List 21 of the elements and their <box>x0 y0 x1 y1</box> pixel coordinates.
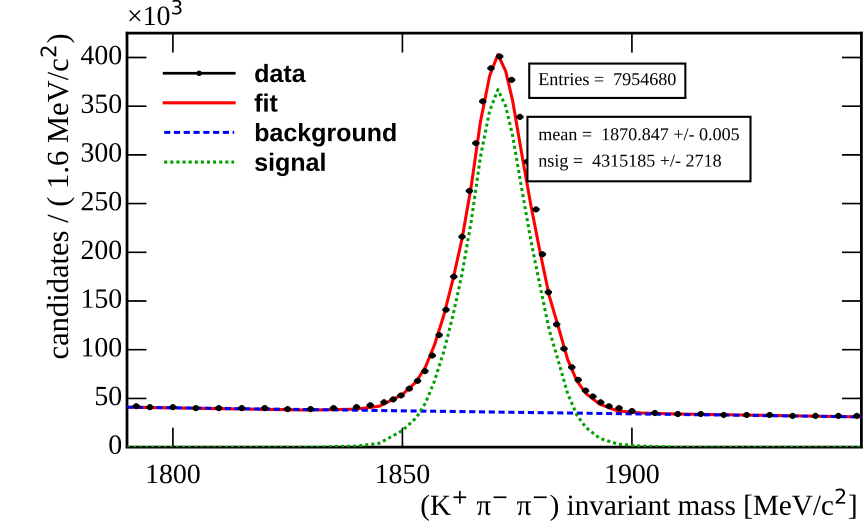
y-tick-label: 50 <box>96 386 122 406</box>
y-tick-label: 400 <box>81 46 122 64</box>
y-tick-label: 300 <box>82 143 122 162</box>
y-axis-title: candidates / ( 1.6 MeV/c$^{2}$) <box>40 34 74 358</box>
x-tick-label: 1850 <box>377 464 430 484</box>
legend-label: background <box>256 123 396 146</box>
y-tick-label: 100 <box>82 338 122 357</box>
legend-label: fit <box>254 93 278 112</box>
y-tick-label: 150 <box>82 289 122 308</box>
legend-label: signal <box>255 152 325 176</box>
y-tick-label: 200 <box>82 240 122 260</box>
x-tick-label: 1800 <box>148 464 200 484</box>
text: ×10$^{3}$ <box>129 0 182 26</box>
y-tick-label: 250 <box>82 192 122 211</box>
annotation: mean = 1870.847 +/- 0.005 nsig = 4315185 +/- 2718 <box>538 128 739 170</box>
x-tick-label: 1900 <box>606 464 659 484</box>
y-tick-label: 0 <box>109 435 122 454</box>
legend-label: data <box>255 64 306 82</box>
annotation: Entries = 7954680 <box>538 73 676 86</box>
text: (K$^{+}$ π$^{−}$ π$^{−}$) invariant mass [MeV/c$^{2}$] <box>422 488 856 522</box>
y-tick-label: 350 <box>82 94 122 114</box>
